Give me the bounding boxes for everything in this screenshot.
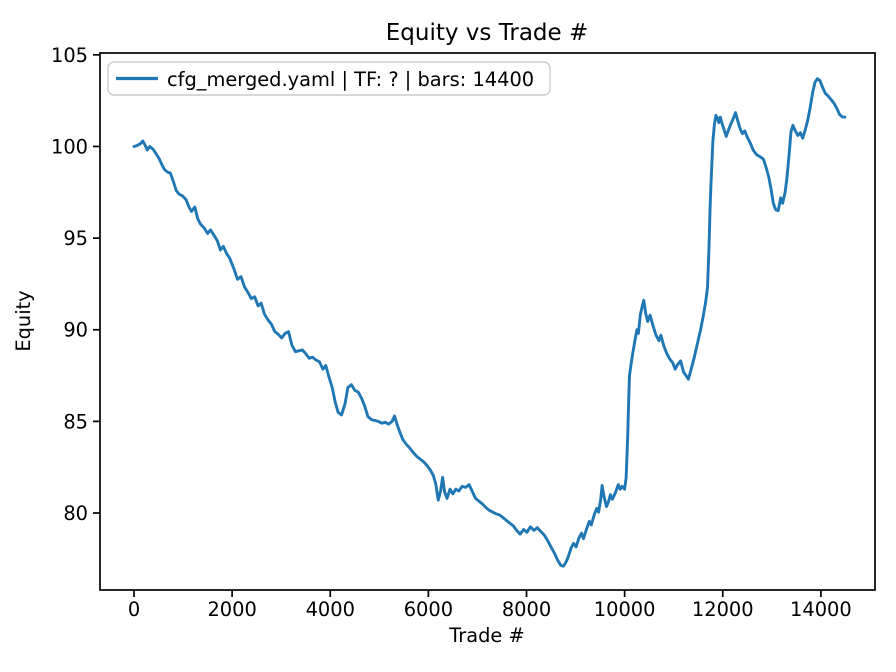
y-axis-ticks: 80 85 90 95 100 105	[51, 44, 100, 525]
y-tick-label: 85	[63, 410, 88, 433]
x-tick-label: 8000	[502, 598, 551, 621]
y-tick-label: 100	[51, 135, 88, 158]
x-tick-label: 0	[128, 598, 140, 621]
y-axis-label: Equity	[12, 290, 35, 351]
chart-title: Equity vs Trade #	[386, 20, 589, 46]
plot-area	[100, 53, 875, 590]
x-tick-label: 14000	[790, 598, 852, 621]
axes-spines	[99, 52, 876, 591]
x-axis-label: Trade #	[448, 624, 525, 647]
x-tick-label: 2000	[207, 598, 256, 621]
y-tick-label: 105	[51, 44, 88, 67]
x-axis-ticks: 0 2000 4000 6000 8000 10000 12000 14000	[128, 590, 852, 621]
y-tick-label: 80	[63, 502, 88, 525]
x-tick-label: 6000	[404, 598, 453, 621]
x-tick-label: 12000	[692, 598, 754, 621]
y-tick-label: 95	[63, 227, 88, 250]
legend: cfg_merged.yaml | TF: ? | bars: 14400	[107, 61, 551, 96]
x-tick-label: 10000	[594, 598, 656, 621]
x-tick-label: 4000	[306, 598, 355, 621]
y-tick-label: 90	[63, 319, 88, 342]
legend-frame	[107, 61, 551, 96]
equity-line-series	[132, 77, 847, 568]
legend-label: cfg_merged.yaml | TF: ? | bars: 14400	[167, 68, 534, 91]
